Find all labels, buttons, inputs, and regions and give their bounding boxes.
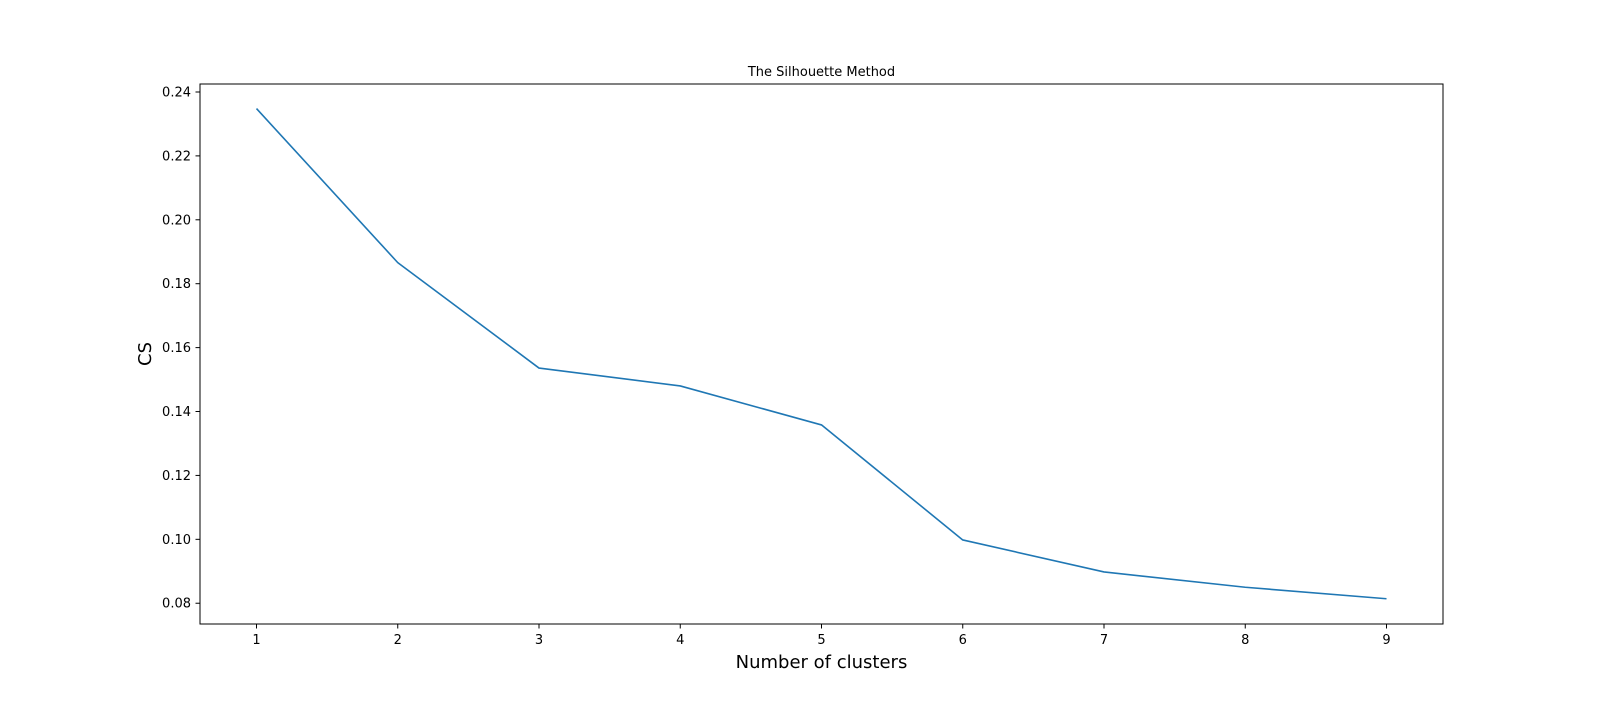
y-tick-label: 0.14 xyxy=(162,405,191,420)
x-tick-label: 8 xyxy=(1241,633,1249,648)
y-tick-label: 0.08 xyxy=(162,597,191,612)
y-tick-label: 0.16 xyxy=(162,341,191,356)
x-axis-label: Number of clusters xyxy=(736,652,908,673)
y-tick-label: 0.24 xyxy=(162,85,191,100)
plot-area xyxy=(200,84,1443,624)
x-tick-label: 3 xyxy=(535,633,543,648)
x-tick-label: 5 xyxy=(817,633,825,648)
y-tick-label: 0.20 xyxy=(162,213,191,228)
y-tick-label: 0.22 xyxy=(162,149,191,164)
x-tick-label: 6 xyxy=(959,633,967,648)
x-tick-label: 1 xyxy=(252,633,260,648)
y-tick-label: 0.18 xyxy=(162,277,191,292)
y-tick-label: 0.10 xyxy=(162,533,191,548)
y-tick-label: 0.12 xyxy=(162,469,191,484)
y-axis-label: CS xyxy=(135,342,156,366)
x-tick-label: 9 xyxy=(1382,633,1390,648)
chart-title: The Silhouette Method xyxy=(747,65,895,80)
x-tick-label: 2 xyxy=(394,633,402,648)
x-tick-label: 7 xyxy=(1100,633,1108,648)
x-tick-label: 4 xyxy=(676,633,684,648)
